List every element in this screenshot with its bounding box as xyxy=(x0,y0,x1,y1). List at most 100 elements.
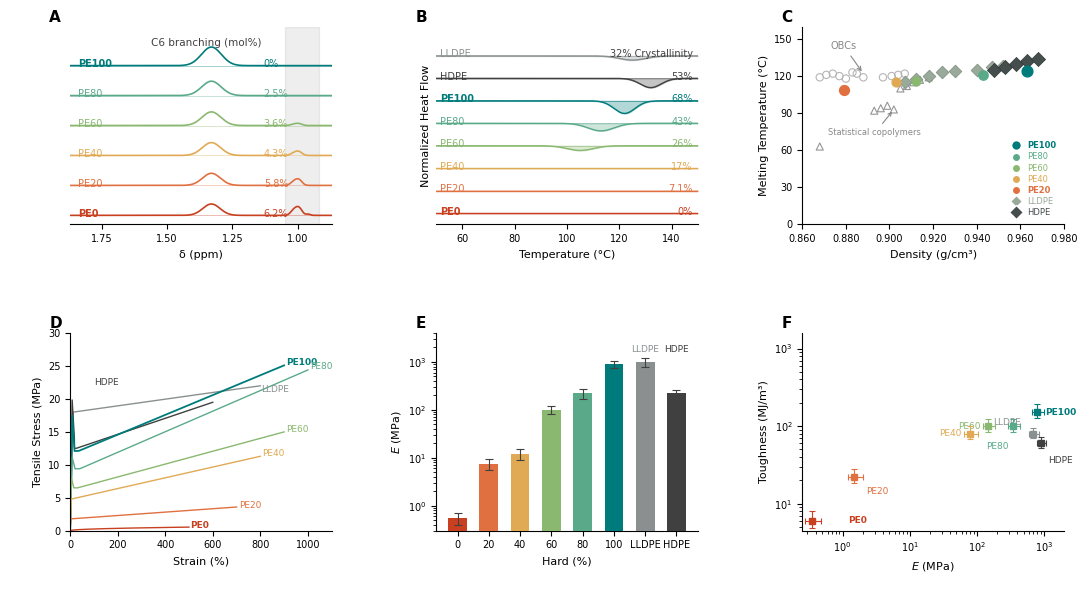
Point xyxy=(883,71,901,81)
X-axis label: Density (g/cm³): Density (g/cm³) xyxy=(890,250,976,260)
Text: D: D xyxy=(50,316,62,331)
Bar xyxy=(542,410,561,593)
Point xyxy=(920,71,937,81)
Text: 17%: 17% xyxy=(671,162,692,171)
Point xyxy=(837,74,854,84)
Point xyxy=(811,72,828,82)
Text: 68%: 68% xyxy=(671,94,692,104)
Text: C6 branching (mol%): C6 branching (mol%) xyxy=(151,38,261,48)
Text: Statistical copolymers: Statistical copolymers xyxy=(828,113,921,138)
Point xyxy=(1018,56,1036,66)
Text: PE100: PE100 xyxy=(441,94,474,104)
Text: LLDPE: LLDPE xyxy=(993,418,1021,427)
Point xyxy=(818,70,835,79)
Bar xyxy=(285,27,319,224)
Text: PE80: PE80 xyxy=(310,362,333,371)
Text: 7.1%: 7.1% xyxy=(669,184,692,194)
Point xyxy=(896,78,914,87)
Point xyxy=(985,65,1002,75)
Text: PE100: PE100 xyxy=(78,59,112,69)
Bar xyxy=(636,362,654,593)
Text: 32% Crystallinity: 32% Crystallinity xyxy=(609,49,692,59)
Text: PE40: PE40 xyxy=(262,449,285,458)
Text: PE100: PE100 xyxy=(1044,408,1076,417)
Bar xyxy=(573,393,592,593)
Point xyxy=(997,63,1014,72)
Point xyxy=(831,71,848,81)
Text: LLDPE: LLDPE xyxy=(441,49,471,59)
Text: PE60: PE60 xyxy=(78,119,103,129)
Point xyxy=(892,84,909,93)
Text: PE80: PE80 xyxy=(441,117,464,127)
Point xyxy=(899,81,916,91)
X-axis label: Strain (%): Strain (%) xyxy=(173,556,229,566)
Point xyxy=(912,75,929,85)
Text: PE0: PE0 xyxy=(190,521,210,530)
Point xyxy=(865,106,882,116)
Point xyxy=(1018,66,1036,76)
Text: PE20: PE20 xyxy=(441,184,464,194)
Point xyxy=(848,69,865,78)
Text: E: E xyxy=(416,316,426,331)
Point xyxy=(968,65,985,75)
Point xyxy=(896,69,914,78)
Point xyxy=(983,63,1000,72)
X-axis label: $E$ (MPa): $E$ (MPa) xyxy=(912,560,955,573)
Text: PE60: PE60 xyxy=(958,422,981,431)
Y-axis label: Normalized Heat Flow: Normalized Heat Flow xyxy=(421,65,431,187)
Text: B: B xyxy=(416,9,427,25)
Text: PE0: PE0 xyxy=(441,206,461,216)
Point xyxy=(933,68,950,77)
Y-axis label: $E$ (MPa): $E$ (MPa) xyxy=(390,410,403,454)
Text: HDPE: HDPE xyxy=(1049,456,1072,465)
X-axis label: Temperature (°C): Temperature (°C) xyxy=(518,250,616,260)
X-axis label: Hard (%): Hard (%) xyxy=(542,556,592,566)
Text: PE40: PE40 xyxy=(78,149,103,159)
Bar xyxy=(605,364,623,593)
Point xyxy=(920,72,937,82)
Text: PE100: PE100 xyxy=(286,358,318,367)
Text: PE60: PE60 xyxy=(441,139,464,149)
Text: 43%: 43% xyxy=(671,117,692,127)
Text: 0%: 0% xyxy=(264,59,279,69)
Text: PE20: PE20 xyxy=(78,179,103,189)
Text: PE40: PE40 xyxy=(940,429,962,438)
Text: F: F xyxy=(782,316,792,331)
Point xyxy=(835,85,852,94)
Bar xyxy=(448,518,467,593)
Text: 0%: 0% xyxy=(677,206,692,216)
Point xyxy=(888,78,905,87)
Text: C: C xyxy=(782,9,793,25)
Text: PE60: PE60 xyxy=(286,425,309,435)
Text: HDPE: HDPE xyxy=(94,378,119,387)
Point xyxy=(890,70,907,79)
Bar xyxy=(667,393,686,593)
Text: HDPE: HDPE xyxy=(441,72,468,82)
Point xyxy=(873,104,890,113)
Text: 6.2%: 6.2% xyxy=(264,209,288,219)
Text: A: A xyxy=(50,9,62,25)
Text: 4.3%: 4.3% xyxy=(264,149,288,159)
Text: PE20: PE20 xyxy=(239,500,261,509)
Point xyxy=(907,76,924,86)
Y-axis label: Toughness (MJ/m³): Toughness (MJ/m³) xyxy=(759,381,769,483)
Point xyxy=(824,69,841,78)
Text: LLDPE: LLDPE xyxy=(631,345,659,354)
Text: 53%: 53% xyxy=(671,72,692,82)
Text: PE40: PE40 xyxy=(441,162,464,171)
Point xyxy=(946,66,963,76)
Y-axis label: Melting Temperature (°C): Melting Temperature (°C) xyxy=(758,55,769,196)
Text: PE80: PE80 xyxy=(78,89,103,99)
Text: 3.6%: 3.6% xyxy=(264,119,288,129)
Text: 5.8%: 5.8% xyxy=(264,178,288,189)
Point xyxy=(1008,59,1025,69)
Point xyxy=(907,74,924,84)
Text: PE0: PE0 xyxy=(849,517,867,525)
Point xyxy=(995,62,1012,71)
Point xyxy=(811,142,828,151)
Text: OBCs: OBCs xyxy=(831,41,861,71)
Point xyxy=(875,72,892,82)
Text: 26%: 26% xyxy=(671,139,692,149)
Point xyxy=(886,105,903,114)
Point xyxy=(879,101,896,110)
